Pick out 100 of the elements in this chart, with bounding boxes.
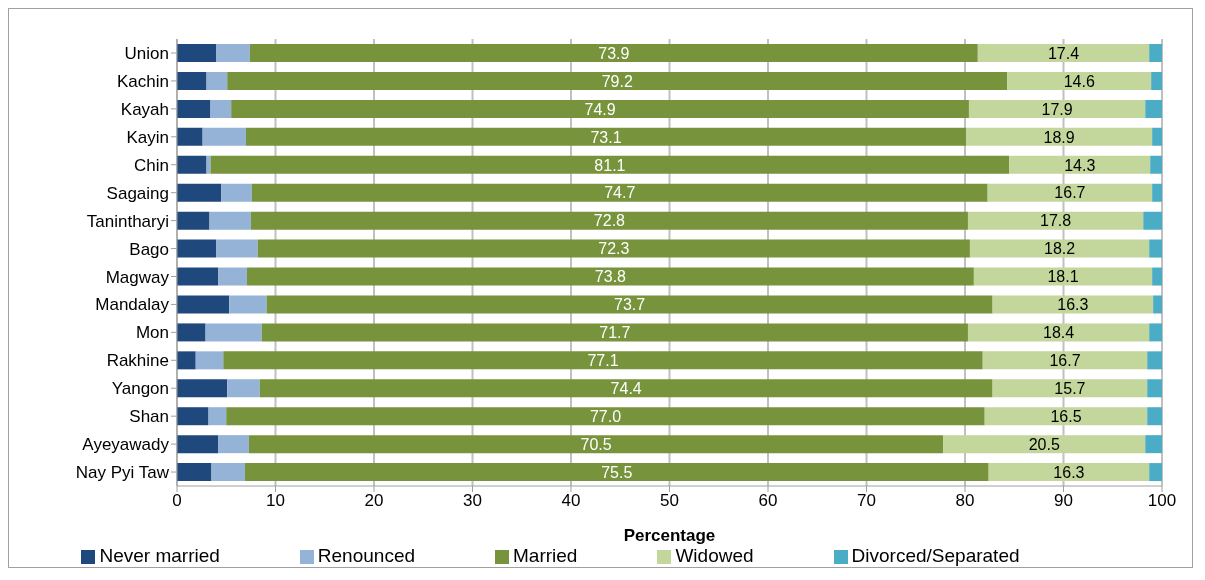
bar bbox=[177, 155, 207, 174]
bar bbox=[1009, 155, 1151, 174]
bar bbox=[1147, 379, 1162, 398]
data-label: 17.9 bbox=[1041, 100, 1073, 118]
bar bbox=[968, 99, 1146, 118]
bar bbox=[1145, 99, 1162, 118]
y-tick-label: Mandalay bbox=[95, 295, 170, 315]
y-tick-label: Nay Pyi Taw bbox=[75, 463, 170, 483]
legend-label: Divorced/Separated bbox=[851, 545, 1020, 566]
bar bbox=[227, 71, 1008, 90]
legend-label: Never married bbox=[99, 545, 220, 566]
x-tick-label: 40 bbox=[561, 491, 581, 511]
bar bbox=[969, 239, 1150, 258]
data-label: 72.3 bbox=[598, 240, 630, 258]
x-tick-label: 0 bbox=[172, 491, 182, 511]
legend-label: Widowed bbox=[675, 545, 754, 566]
data-label: 74.9 bbox=[584, 100, 616, 118]
y-tick-label: Sagaing bbox=[106, 183, 169, 203]
bar bbox=[1147, 351, 1162, 370]
data-label: 72.8 bbox=[593, 212, 626, 230]
bar bbox=[227, 379, 260, 398]
bar bbox=[229, 295, 267, 314]
y-tick-label: Shan bbox=[129, 407, 169, 427]
bar bbox=[967, 323, 1150, 342]
bar bbox=[1149, 463, 1162, 482]
data-label: 73.9 bbox=[598, 44, 630, 62]
data-label: 16.3 bbox=[1053, 463, 1085, 481]
x-tick-label: 100 bbox=[1147, 491, 1177, 511]
y-tick-label: Kachin bbox=[117, 71, 169, 91]
bar bbox=[177, 379, 228, 398]
bar bbox=[177, 211, 210, 230]
y-tick-label: Rakhine bbox=[106, 351, 169, 371]
data-label: 70.5 bbox=[580, 435, 612, 453]
data-label: 77.1 bbox=[587, 352, 619, 370]
data-label: 74.7 bbox=[604, 184, 636, 202]
bar bbox=[205, 323, 262, 342]
bar bbox=[177, 99, 211, 118]
bar bbox=[177, 463, 212, 482]
data-label: 14.6 bbox=[1063, 72, 1095, 90]
data-label: 15.7 bbox=[1054, 380, 1086, 398]
data-label: 16.7 bbox=[1054, 184, 1086, 202]
data-label: 16.7 bbox=[1049, 352, 1081, 370]
bar bbox=[177, 323, 206, 342]
y-tick-label: Kayah bbox=[120, 99, 169, 119]
bar bbox=[259, 379, 993, 398]
bar bbox=[987, 183, 1153, 202]
x-tick-label: 20 bbox=[364, 491, 384, 511]
bar bbox=[1149, 323, 1162, 342]
y-tick-label: Chin bbox=[134, 155, 169, 175]
bar bbox=[1143, 211, 1162, 230]
y-tick-label: Bago bbox=[129, 239, 169, 259]
bar bbox=[177, 407, 209, 426]
bar bbox=[244, 463, 989, 482]
data-label: 18.4 bbox=[1043, 324, 1075, 342]
bar bbox=[967, 211, 1144, 230]
bar bbox=[977, 44, 1150, 63]
bar bbox=[965, 127, 1153, 146]
data-label: 18.2 bbox=[1043, 240, 1076, 258]
bar bbox=[221, 183, 252, 202]
bar bbox=[992, 379, 1148, 398]
bar bbox=[249, 44, 978, 63]
x-tick-label: 70 bbox=[857, 491, 876, 511]
bar bbox=[1152, 267, 1162, 286]
bar bbox=[257, 239, 970, 258]
bar bbox=[1151, 71, 1162, 90]
bar bbox=[943, 435, 1146, 454]
bar bbox=[177, 44, 217, 63]
bar bbox=[1149, 44, 1162, 63]
bar bbox=[1152, 127, 1162, 146]
bar bbox=[1147, 407, 1162, 426]
x-tick-label: 10 bbox=[266, 491, 285, 511]
bar bbox=[261, 323, 968, 342]
data-label: 79.2 bbox=[601, 72, 633, 90]
bar bbox=[231, 99, 969, 118]
bar bbox=[982, 351, 1148, 370]
bar bbox=[206, 71, 228, 90]
bar bbox=[202, 127, 246, 146]
y-tick-label: Mon bbox=[135, 323, 169, 343]
bar bbox=[223, 351, 983, 370]
bar bbox=[1150, 155, 1162, 174]
data-label: 73.7 bbox=[614, 296, 646, 314]
y-tick-label: Magway bbox=[105, 267, 170, 287]
bar bbox=[245, 127, 966, 146]
data-label: 20.5 bbox=[1028, 435, 1060, 453]
data-label: 18.9 bbox=[1043, 128, 1075, 146]
data-label: 75.5 bbox=[601, 463, 633, 481]
bar bbox=[177, 239, 217, 258]
bar bbox=[984, 407, 1148, 426]
data-label: 16.5 bbox=[1050, 407, 1082, 425]
bar bbox=[177, 127, 203, 146]
data-label: 74.4 bbox=[610, 380, 642, 398]
y-tick-label: Tanintharyi bbox=[86, 211, 169, 231]
bar bbox=[218, 435, 249, 454]
legend-label: Renounced bbox=[317, 545, 416, 566]
bar bbox=[1149, 239, 1162, 258]
bar bbox=[218, 267, 247, 286]
bar bbox=[992, 295, 1154, 314]
x-tick-label: 80 bbox=[955, 491, 975, 511]
bar bbox=[1145, 435, 1162, 454]
data-label: 18.1 bbox=[1047, 268, 1079, 286]
